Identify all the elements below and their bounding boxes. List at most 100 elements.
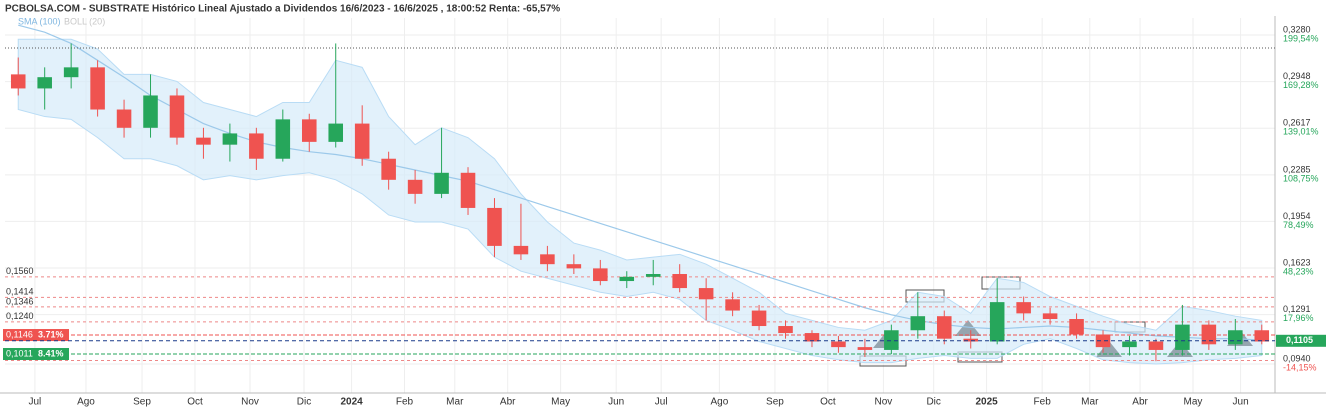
candle-body — [169, 95, 185, 138]
candle-body — [222, 133, 238, 145]
level-label: 0,1346 — [6, 296, 34, 306]
candle-body — [778, 326, 793, 334]
level-label: 0,1146 — [6, 329, 33, 339]
y-tick-label: 0,0940 — [1283, 353, 1311, 363]
candle-body — [804, 333, 820, 342]
candle-body — [328, 123, 344, 142]
y-tick-pct: 108,75% — [1283, 173, 1319, 183]
candle-body — [434, 172, 449, 194]
last-price-label: 0,1105 — [1286, 335, 1313, 345]
sma-line — [18, 24, 1262, 341]
x-tick-label: Nov — [875, 397, 893, 408]
candle-body — [831, 341, 846, 348]
x-tick-label: Feb — [1034, 397, 1052, 408]
y-tick-pct: 78,49% — [1283, 220, 1314, 230]
candle-body — [37, 77, 52, 89]
y-tick-label: 0,2948 — [1283, 71, 1311, 81]
candle-body — [116, 109, 132, 128]
candle-body — [593, 268, 608, 282]
candle-body — [513, 245, 529, 255]
legend-sma[interactable]: SMA (100) — [18, 16, 61, 26]
y-tick-label: 0,1291 — [1283, 304, 1311, 314]
candle-body — [566, 264, 582, 269]
x-tick-label: Dic — [926, 397, 940, 408]
candle-body — [1016, 302, 1031, 314]
x-tick-label: Jul — [28, 397, 41, 408]
x-tick-label: 2025 — [975, 397, 998, 408]
candle-body — [301, 119, 317, 142]
candle-body — [698, 288, 714, 300]
candle-body — [143, 95, 158, 128]
candle-body — [857, 347, 873, 350]
x-tick-label: Dic — [297, 397, 311, 408]
candle-body — [910, 316, 926, 331]
x-tick-label: 2024 — [340, 397, 363, 408]
x-tick-label: Jul — [655, 397, 668, 408]
y-tick-pct: 169,28% — [1283, 80, 1319, 90]
candle-body — [619, 276, 635, 282]
candle-body — [540, 254, 555, 265]
level-tag — [3, 329, 69, 342]
x-tick-label: May — [551, 397, 570, 408]
candle-body — [249, 133, 264, 159]
candle-body — [407, 179, 423, 194]
candle-body — [10, 74, 26, 89]
candle-body — [1175, 324, 1190, 350]
candle-body — [487, 207, 502, 246]
y-tick-pct: 17,96% — [1283, 313, 1314, 323]
candle-body — [645, 274, 661, 277]
last-price-tag — [1276, 334, 1326, 347]
level-label: 0,1560 — [6, 266, 34, 276]
candle-body — [1201, 324, 1217, 345]
candle-body — [1122, 341, 1137, 348]
candle-body — [1254, 330, 1270, 342]
y-tick-label: 0,2617 — [1283, 118, 1311, 128]
candle-body — [354, 123, 370, 159]
y-tick-label: 0,1623 — [1283, 257, 1311, 267]
y-tick-pct: -14,15% — [1283, 362, 1317, 372]
y-tick-pct: 48,23% — [1283, 266, 1314, 276]
candle-body — [275, 119, 291, 159]
candle-body — [1042, 313, 1058, 320]
chart-title: PCBOLSA.COM - SUBSTRATE Histórico Lineal… — [5, 4, 560, 15]
level-tag — [3, 348, 69, 361]
candle-body — [963, 338, 979, 342]
level-pct: 8.41% — [38, 348, 64, 358]
candle-body — [989, 302, 1005, 342]
level-label: 0,1240 — [6, 311, 34, 321]
y-tick-label: 0,1954 — [1283, 211, 1311, 221]
candle-body — [884, 330, 899, 350]
x-tick-label: May — [1184, 397, 1203, 408]
legend-boll[interactable]: BOLL (20) — [64, 16, 105, 26]
y-tick-pct: 139,01% — [1283, 127, 1319, 137]
x-tick-label: Jun — [1233, 397, 1249, 408]
y-tick-label: 0,3280 — [1283, 24, 1311, 34]
x-tick-label: Mar — [446, 397, 464, 408]
y-tick-label: 0,2285 — [1283, 164, 1311, 174]
candle-body — [1228, 330, 1243, 345]
x-tick-label: Jun — [608, 397, 624, 408]
x-tick-label: Mar — [1081, 397, 1099, 408]
y-tick-pct: 199,54% — [1283, 33, 1319, 43]
x-tick-label: Nov — [241, 397, 259, 408]
candle-body — [1069, 319, 1084, 335]
candle-body — [196, 137, 211, 145]
candle-body — [936, 316, 952, 339]
candle-body — [63, 67, 79, 78]
level-pct: 3.71% — [38, 329, 64, 339]
candle-body — [381, 158, 396, 180]
x-tick-label: Sep — [766, 397, 784, 408]
x-tick-label: Feb — [396, 397, 414, 408]
candle-body — [751, 310, 767, 327]
candle-body — [90, 67, 105, 110]
x-tick-label: Abr — [500, 397, 516, 408]
x-tick-label: Oct — [820, 397, 836, 408]
candle-body — [1095, 334, 1111, 348]
candle-body — [460, 172, 476, 208]
x-tick-label: Abr — [1132, 397, 1148, 408]
bollinger-band — [17, 38, 1263, 365]
candle-body — [672, 274, 687, 289]
x-tick-label: Sep — [133, 397, 151, 408]
level-label: 0,1011 — [6, 348, 33, 358]
